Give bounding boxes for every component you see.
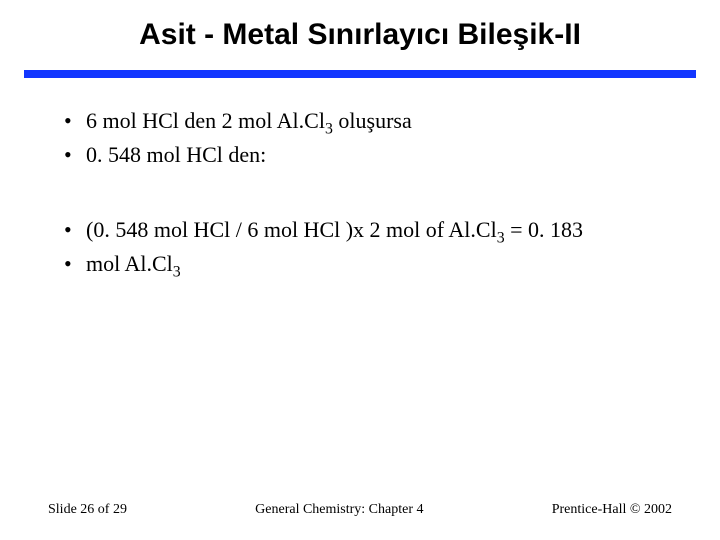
slide-footer: Slide 26 of 29 General Chemistry: Chapte… [0,502,720,518]
bullet-text-post: = 0. 183 [505,217,583,242]
title-rule [24,70,696,78]
bullet-text-pre: 6 mol HCl den 2 mol Al.Cl [86,108,325,133]
bullet-item: mol Al.Cl3 [60,249,660,279]
footer-center: General Chemistry: Chapter 4 [127,502,552,518]
bullet-text-post: oluşursa [333,108,412,133]
footer-right: Prentice-Hall © 2002 [552,502,672,518]
bullet-text-pre: mol Al.Cl [86,251,173,276]
bullet-item: 6 mol HCl den 2 mol Al.Cl3 oluşursa [60,106,660,136]
slide-body: 6 mol HCl den 2 mol Al.Cl3 oluşursa 0. 5… [0,78,720,279]
bullet-text-pre: 0. 548 mol HCl den: [86,142,266,167]
footer-left: Slide 26 of 29 [48,502,127,518]
bullet-group-1: 6 mol HCl den 2 mol Al.Cl3 oluşursa 0. 5… [60,106,660,169]
bullet-item: 0. 548 mol HCl den: [60,140,660,170]
bullet-item: (0. 548 mol HCl / 6 mol HCl )x 2 mol of … [60,215,660,245]
bullet-sub: 3 [173,263,181,280]
bullet-sub: 3 [497,230,505,247]
bullet-group-2: (0. 548 mol HCl / 6 mol HCl )x 2 mol of … [60,215,660,278]
slide-title: Asit - Metal Sınırlayıcı Bileşik-II [0,0,720,62]
bullet-sub: 3 [325,120,333,137]
bullet-text-pre: (0. 548 mol HCl / 6 mol HCl )x 2 mol of … [86,217,497,242]
